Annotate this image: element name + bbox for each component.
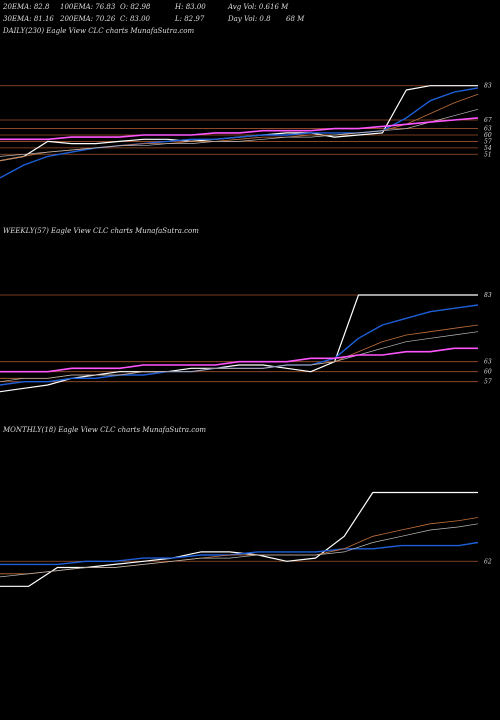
daily-panel-label: DAILY(230) Eagle View CLC charts MunafaS… [3,27,195,35]
daily-series-price [0,85,478,162]
stat-day-vol: Day Vol: 0.8 [228,15,271,23]
stat-avg-vol: Avg Vol: 0.616 M [228,3,289,11]
stat-ema100: 100EMA: 76.83 [60,3,116,11]
stat-close: C: 83.00 [120,15,150,23]
weekly-tick-label-1: 63 [484,359,492,366]
monthly-series-price [0,491,478,587]
monthly-tick-label-0: 62 [484,558,492,565]
weekly-tick-label-0: 83 [484,292,492,299]
stat-day-vol-unit: 68 M [286,15,305,23]
stat-high: H: 83.00 [175,3,206,11]
stat-ema30: 30EMA: 81.16 [3,15,54,23]
monthly-series-ema_short [0,541,479,566]
weekly-series-ema_long [0,347,478,373]
stat-low: L: 82.97 [175,15,205,23]
daily-tick-label-1: 67 [484,117,492,124]
monthly-series-ema_mid2 [0,523,479,578]
weekly-panel-label: WEEKLY(57) Eagle View CLC charts MunafaS… [3,227,199,235]
daily-series-ema_short [0,87,479,179]
weekly-tick-label-3: 57 [484,379,492,386]
weekly-series-ema_mid2 [0,331,479,383]
daily-series-ema_long [0,117,479,141]
monthly-panel-label: MONTHLY(18) Eagle View CLC charts Munafa… [3,426,207,434]
daily-tick-label-3: 60 [484,132,492,139]
daily-tick-label-2: 63 [484,126,492,133]
stat-ema20: 20EMA: 82.8 [3,3,50,11]
daily-tick-label-0: 83 [484,83,492,90]
stat-open: O: 82.98 [120,3,151,11]
daily-tick-label-4: 57 [484,138,492,145]
daily-series-ema_mid [0,93,479,162]
weekly-series-price [0,294,478,393]
daily-tick-label-5: 54 [484,145,492,152]
weekly-series-ema_short [0,304,479,386]
daily-tick-label-6: 51 [484,151,492,158]
weekly-tick-label-2: 60 [484,369,492,376]
daily-series-ema_mid2 [0,108,479,157]
stat-ema200: 200EMA: 70.26 [60,15,116,23]
